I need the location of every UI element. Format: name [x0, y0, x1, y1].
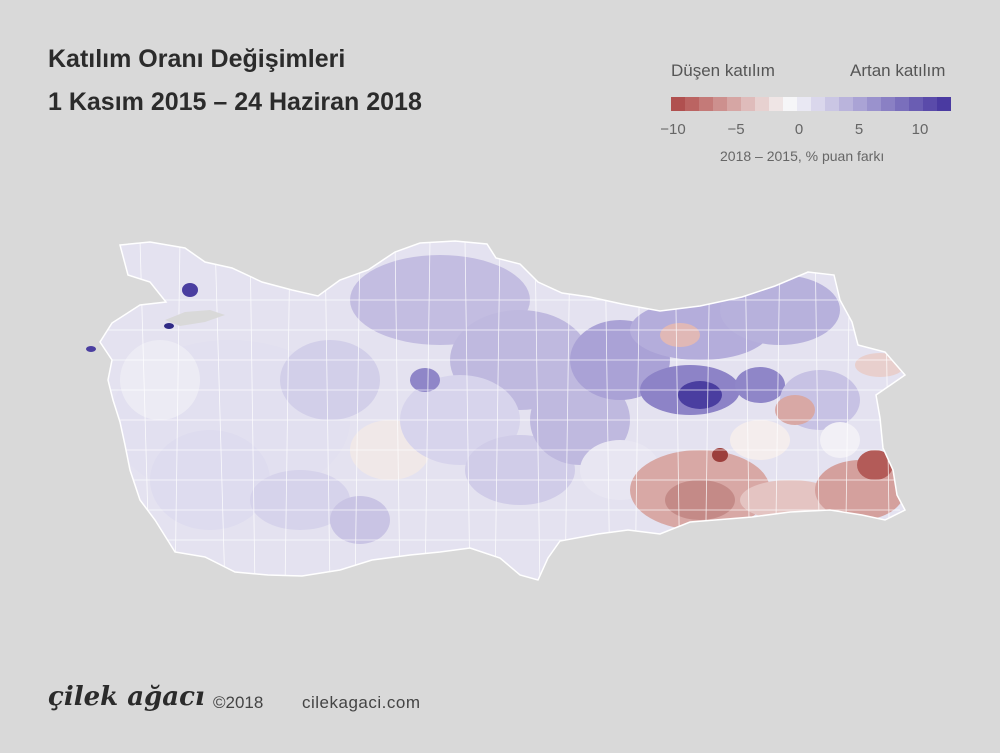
- legend-swatch: [713, 97, 727, 111]
- legend-swatch: [685, 97, 699, 111]
- legend-swatch: [881, 97, 895, 111]
- legend-tick-zero: 0: [794, 121, 804, 138]
- legend-swatch: [811, 97, 825, 111]
- legend-swatch: [839, 97, 853, 111]
- brand-logo: çilek ağacı: [48, 682, 205, 712]
- legend-tick-minus10: −10: [660, 121, 686, 138]
- legend-swatch: [895, 97, 909, 111]
- legend-swatch: [769, 97, 783, 111]
- legend-high-label: Artan katılım: [850, 61, 946, 80]
- legend-swatch: [867, 97, 881, 111]
- title-line-2: 1 Kasım 2015 – 24 Haziran 2018: [48, 88, 422, 116]
- legend-swatch: [671, 97, 685, 111]
- site-link[interactable]: cilekagaci.com: [302, 693, 421, 712]
- copyright-text: ©2018: [213, 693, 264, 712]
- legend-swatch: [909, 97, 923, 111]
- legend-swatch: [825, 97, 839, 111]
- legend-swatch: [755, 97, 769, 111]
- legend-swatch: [797, 97, 811, 111]
- legend-tick-minus5: −5: [727, 121, 745, 138]
- legend-swatch: [783, 97, 797, 111]
- gokceada-island: [86, 346, 96, 352]
- legend-swatch: [699, 97, 713, 111]
- legend-caption: 2018 – 2015, % puan farkı: [720, 148, 885, 164]
- legend-low-label: Düşen katılım: [671, 61, 775, 80]
- legend-tick-10: 10: [911, 121, 929, 138]
- legend-swatch: [923, 97, 937, 111]
- marmara-sea: [165, 310, 225, 326]
- legend-swatch: [727, 97, 741, 111]
- title-line-1: Katılım Oranı Değişimleri: [48, 45, 346, 73]
- legend-tick-5: 5: [854, 121, 864, 138]
- legend-color-scale: [671, 97, 951, 111]
- island-marker: [164, 323, 174, 329]
- legend-swatch: [937, 97, 951, 111]
- legend-swatch: [853, 97, 867, 111]
- map-title: Katılım Oranı Değişimleri 1 Kasım 2015 –…: [48, 38, 422, 124]
- legend-swatch: [741, 97, 755, 111]
